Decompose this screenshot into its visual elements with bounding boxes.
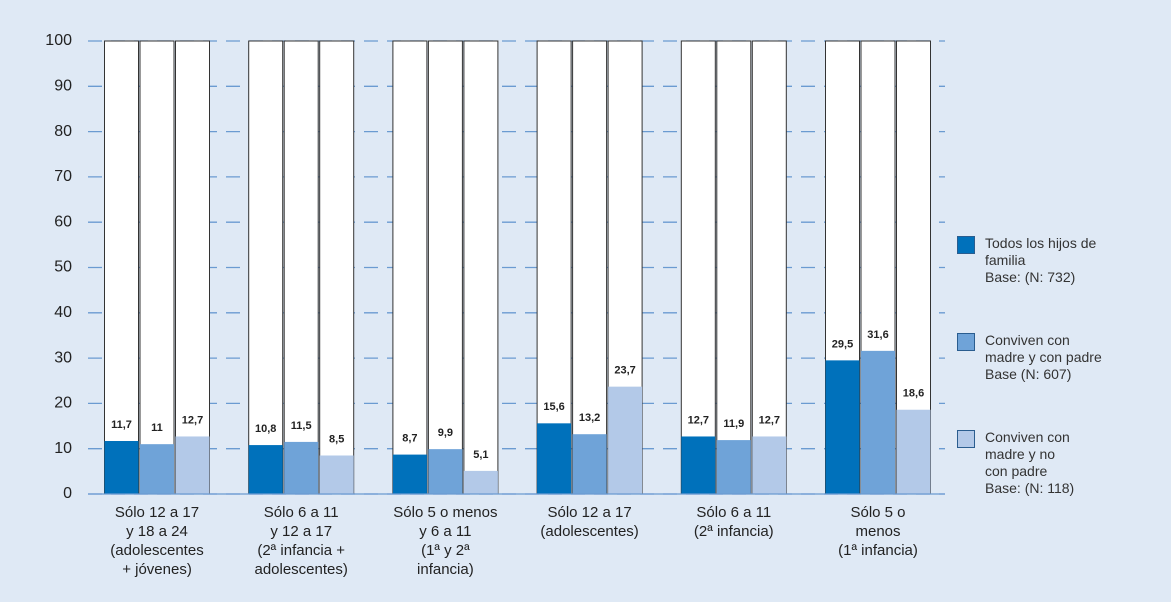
bar xyxy=(716,440,751,494)
bar xyxy=(463,470,498,494)
y-tick-label: 10 xyxy=(54,440,72,457)
background-bar xyxy=(716,40,752,495)
background-bar xyxy=(175,40,210,495)
bar xyxy=(284,441,319,494)
y-tick-label: 20 xyxy=(54,395,72,412)
value-label: 12,7 xyxy=(759,414,780,426)
y-tick-label: 70 xyxy=(54,168,72,185)
bar xyxy=(572,434,607,494)
y-tick-label: 30 xyxy=(54,349,72,366)
background-bar xyxy=(104,40,139,495)
background-bar xyxy=(427,40,463,495)
value-label: 29,5 xyxy=(832,338,853,350)
x-tick-label: Sólo 5 o menos y 6 a 11 (1ª y 2ª infanci… xyxy=(393,504,498,578)
bar xyxy=(428,449,463,494)
bar xyxy=(608,386,643,494)
value-label: 11,9 xyxy=(723,418,744,430)
y-tick-label: 80 xyxy=(54,123,72,140)
y-tick-label: 0 xyxy=(63,485,72,502)
value-label: 12,7 xyxy=(182,414,203,426)
value-label: 10,8 xyxy=(255,423,276,435)
value-label: 11,5 xyxy=(291,420,312,432)
bar xyxy=(752,436,787,494)
x-tick-label: Sólo 6 a 11 (2ª infancia) xyxy=(693,504,774,540)
value-label: 5,1 xyxy=(473,449,488,461)
value-label: 11 xyxy=(151,422,163,434)
legend-swatch xyxy=(957,236,975,254)
y-tick-label: 60 xyxy=(54,213,72,230)
background-bar xyxy=(536,40,572,495)
bar xyxy=(861,350,895,494)
value-label: 13,2 xyxy=(579,412,600,424)
background-bar xyxy=(248,40,284,495)
value-label: 23,7 xyxy=(614,365,635,377)
x-tick-label: Sólo 12 a 17 (adolescentes) xyxy=(540,504,639,540)
legend-label: Conviven con madre y no con padre Base: … xyxy=(985,429,1075,496)
bar xyxy=(681,436,716,494)
bar xyxy=(248,445,283,494)
bar xyxy=(104,440,139,494)
legend-swatch xyxy=(957,333,975,351)
y-tick-label: 50 xyxy=(54,259,72,276)
bar xyxy=(896,409,931,494)
value-label: 9,9 xyxy=(438,427,453,439)
bar xyxy=(175,436,210,494)
x-tick-label: Sólo 6 a 11 y 12 a 17 (2ª infancia + ado… xyxy=(254,504,348,578)
value-label: 18,6 xyxy=(903,388,924,400)
background-bar xyxy=(139,40,175,495)
background-bar xyxy=(319,40,355,495)
x-tick-label: Sólo 5 o menos (1ª infancia) xyxy=(838,504,918,559)
y-tick-label: 100 xyxy=(45,32,72,49)
legend-label: Todos los hijos de familia Base: (N: 732… xyxy=(985,235,1097,285)
bar xyxy=(319,455,354,494)
value-label: 12,7 xyxy=(688,414,709,426)
background-bar xyxy=(392,40,428,495)
value-label: 8,5 xyxy=(329,433,344,445)
x-tick-label: Sólo 12 a 17 y 18 a 24 (adolescentes + j… xyxy=(110,504,204,578)
value-label: 11,7 xyxy=(111,419,132,431)
background-bar xyxy=(283,40,319,495)
value-label: 15,6 xyxy=(543,401,564,413)
legend-swatch xyxy=(957,430,975,448)
y-tick-label: 40 xyxy=(54,304,72,321)
background-bar xyxy=(463,40,499,495)
value-label: 31,6 xyxy=(867,329,888,341)
legend-label: Conviven con madre y con padre Base (N: … xyxy=(985,332,1102,382)
bar xyxy=(825,360,860,494)
bar xyxy=(392,454,427,494)
background-bar xyxy=(751,40,787,495)
background-bar xyxy=(572,40,608,495)
bar xyxy=(140,444,174,494)
bar xyxy=(537,423,572,494)
value-label: 8,7 xyxy=(402,432,417,444)
y-tick-label: 90 xyxy=(54,78,72,95)
